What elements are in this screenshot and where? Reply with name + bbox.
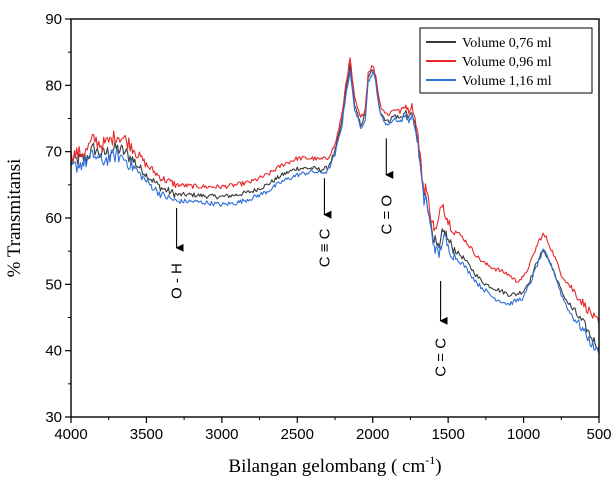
- series-line-2: [70, 57, 600, 325]
- series-line-3: [70, 69, 600, 355]
- y-tick-label: 70: [45, 144, 62, 161]
- annotation-label: O - H: [169, 263, 186, 299]
- x-tick-label: 500: [586, 426, 611, 443]
- series-line-1: [70, 62, 600, 350]
- legend-label-series-2: Volume 0,96 ml: [462, 55, 552, 70]
- annotation-layer: O - H C ≡ C C = O C = C: [169, 138, 450, 377]
- y-tick-label: 30: [45, 409, 62, 426]
- x-axis-title-main: Bilangan gelombang ( cm: [228, 456, 425, 477]
- legend-label-series-1: Volume 0,76 ml: [462, 36, 552, 51]
- x-tick-label: 1500: [431, 426, 464, 443]
- y-tick-label: 60: [45, 210, 62, 227]
- x-axis-title-close: ): [435, 456, 441, 477]
- x-axis-title: Bilangan gelombang ( cm-1): [228, 453, 441, 477]
- annotation-label: C ≡ C: [316, 228, 333, 267]
- legend-label-series-3: Volume 1,16 ml: [462, 74, 552, 89]
- x-tick-label: 1000: [507, 426, 540, 443]
- x-tick-label: 2500: [281, 426, 314, 443]
- y-tick-label: 50: [45, 276, 62, 293]
- series-layer: [70, 57, 600, 355]
- x-tick-label: 4000: [54, 426, 87, 443]
- x-tick-label: 2000: [356, 426, 389, 443]
- annotation-label: C = O: [378, 195, 395, 235]
- y-tick-label: 40: [45, 343, 62, 360]
- y-axis-title: % Transmitansi: [4, 159, 25, 278]
- legend: Volume 0,76 ml Volume 0,96 ml Volume 1,1…: [419, 27, 593, 94]
- axis-ticks: 4000 3500 3000 2500 2000 1500 1000 500 30 40 50 60 7…: [45, 11, 611, 443]
- x-tick-label: 3500: [130, 426, 163, 443]
- annotation-label: C = C: [433, 338, 450, 377]
- y-tick-label: 90: [45, 11, 62, 28]
- x-axis-title-superscript: -1: [425, 453, 435, 467]
- y-tick-label: 80: [45, 77, 62, 94]
- x-tick-label: 3000: [205, 426, 238, 443]
